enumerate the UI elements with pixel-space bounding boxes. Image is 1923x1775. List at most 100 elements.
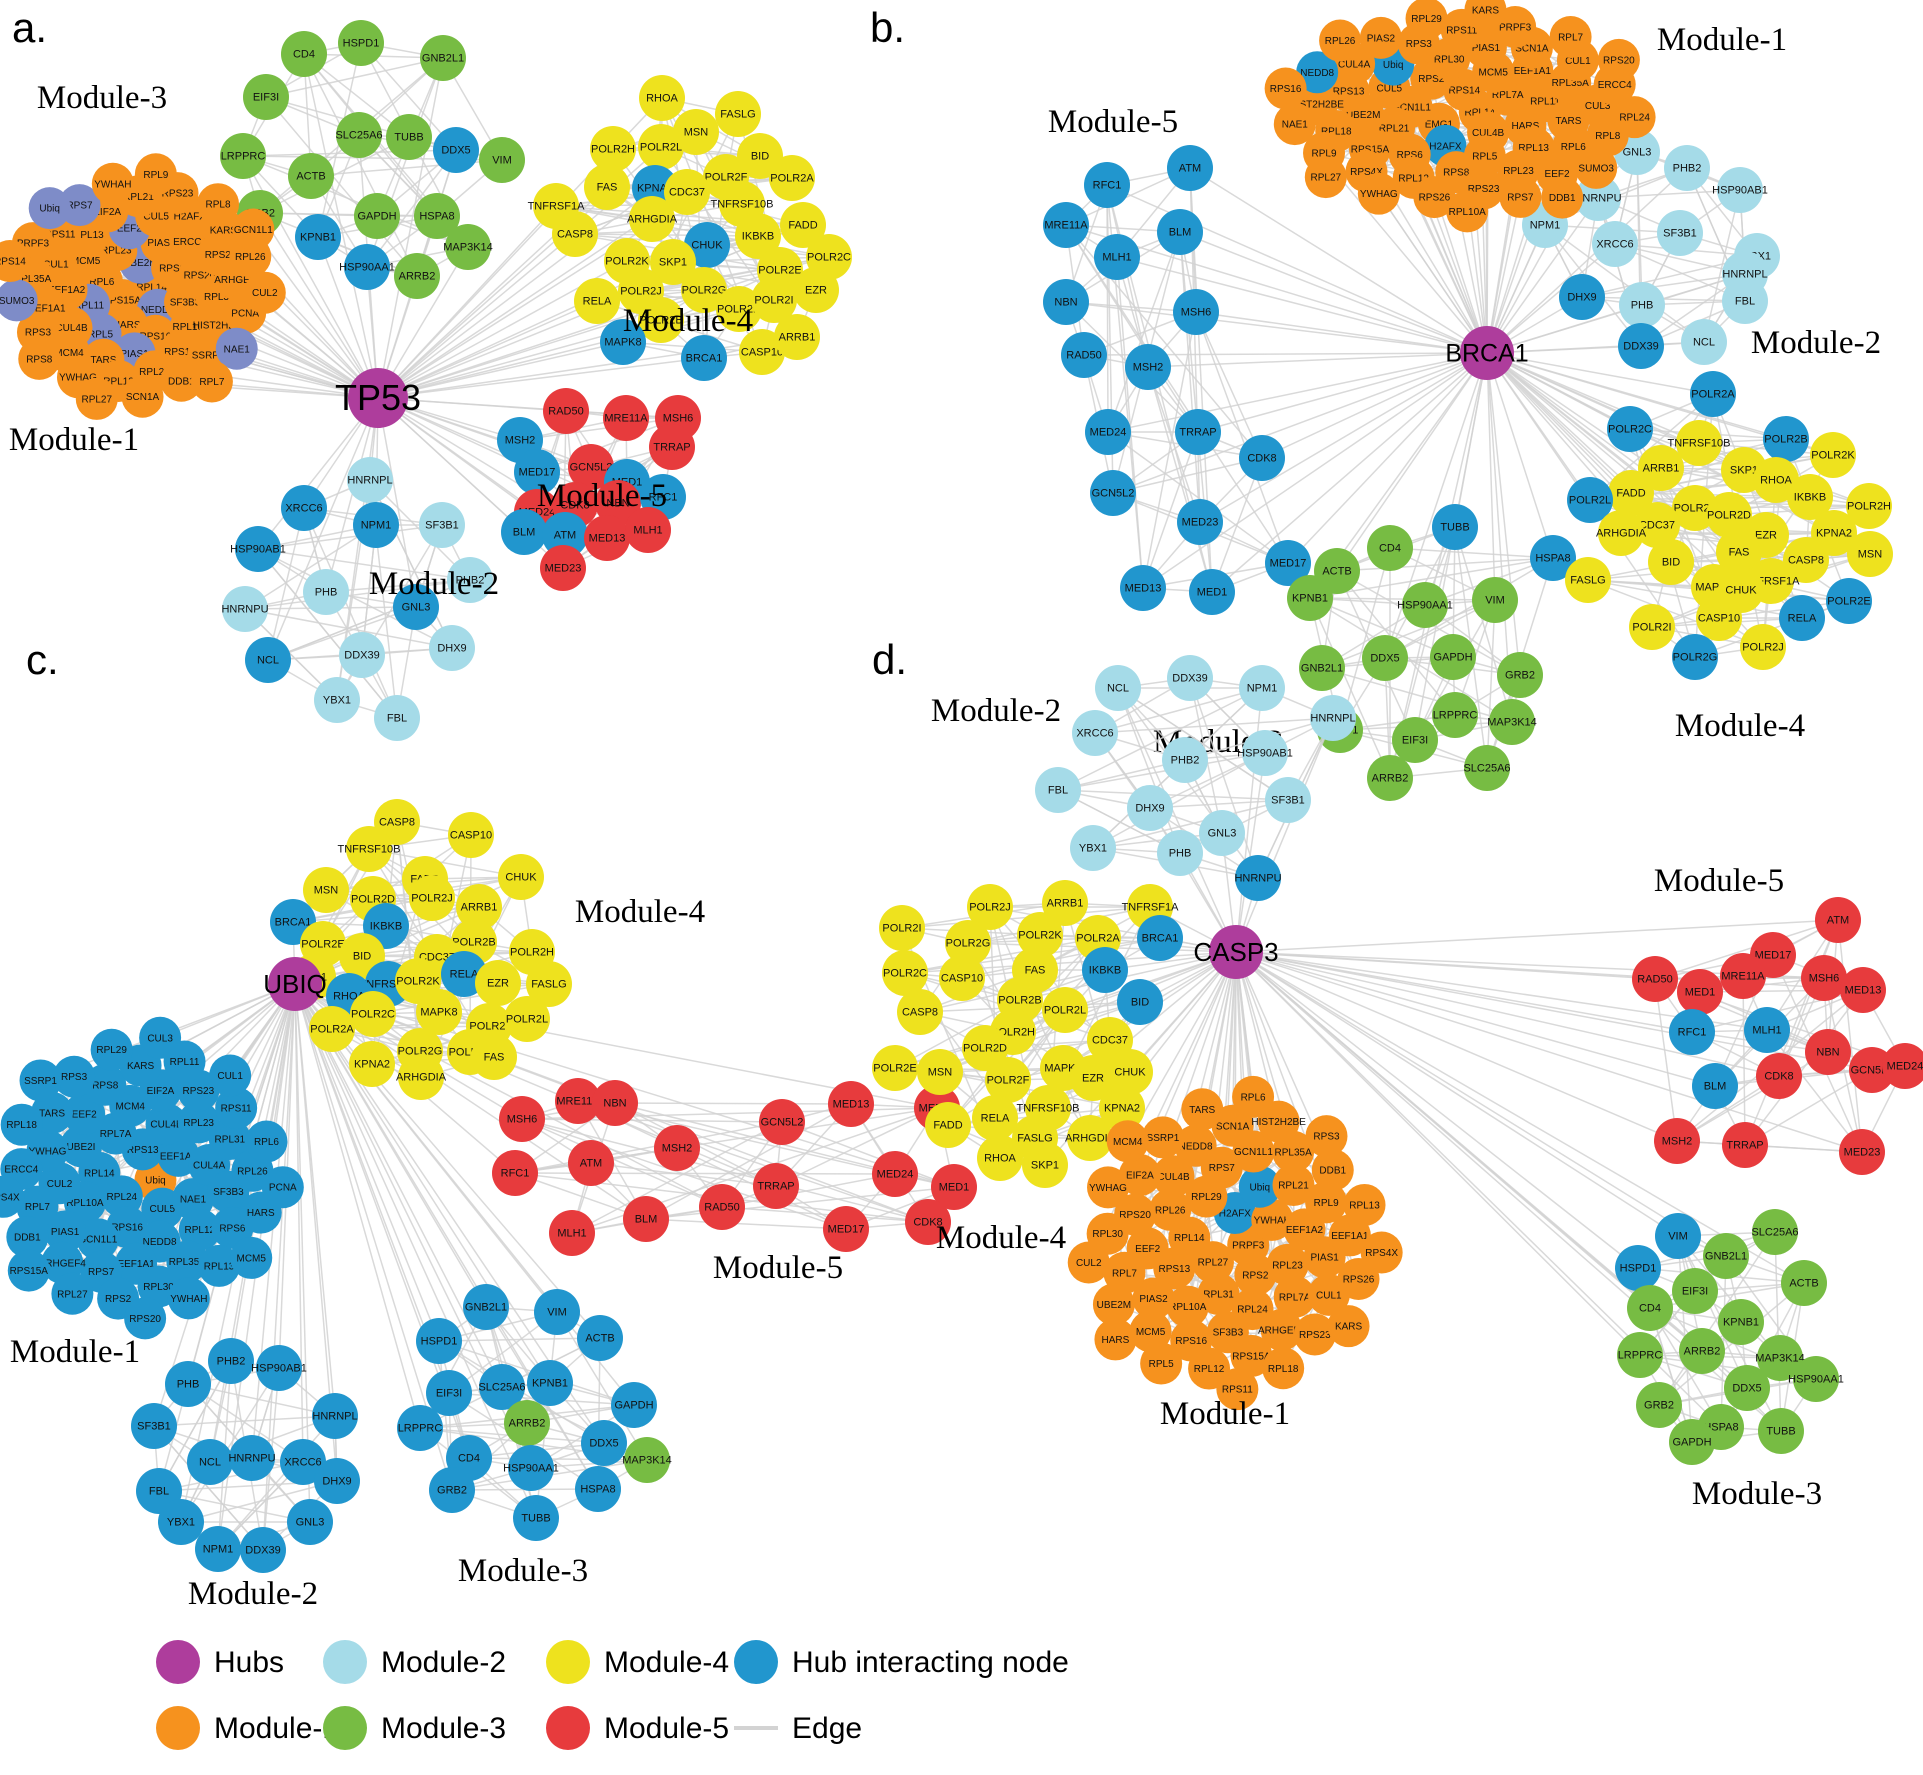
- edge: [257, 524, 443, 550]
- module-label: Module-5: [537, 478, 667, 514]
- edge: [1199, 352, 1488, 523]
- gene-node: [623, 1196, 669, 1242]
- gene-node: [281, 31, 327, 77]
- gene-node: [673, 109, 719, 155]
- gene-node: [638, 297, 684, 343]
- gene-node: [1272, 1164, 1315, 1207]
- edge: [614, 1102, 852, 1105]
- gene-node: [374, 695, 420, 741]
- edge: [1235, 919, 1839, 953]
- edge: [1107, 431, 1289, 564]
- gene-node: [1118, 1154, 1161, 1197]
- edge: [536, 417, 679, 473]
- gene-node: [1717, 167, 1763, 213]
- gene-node: [1654, 1118, 1700, 1164]
- gene-node: [872, 1151, 918, 1197]
- gene-node: [346, 826, 392, 872]
- edge: [1384, 352, 1488, 659]
- edge: [1195, 311, 1263, 459]
- gene-node: [1296, 51, 1339, 94]
- gene-node: [1166, 1285, 1209, 1328]
- legend-label: Module-5: [604, 1712, 729, 1745]
- gene-node: [1299, 645, 1345, 691]
- gene-node: [1592, 221, 1638, 267]
- gene-node: [178, 1208, 221, 1251]
- edge: [1127, 951, 1237, 1142]
- gene-node: [931, 1164, 977, 1210]
- gene-node: [445, 224, 491, 270]
- gene-node: [1061, 332, 1107, 378]
- gene-node: [1360, 1231, 1403, 1274]
- gene-node: [508, 1445, 554, 1491]
- gene-node: [1129, 1310, 1172, 1353]
- gene-node: [1239, 665, 1285, 711]
- gene-node: [1679, 1328, 1725, 1374]
- gene-node: [420, 35, 466, 81]
- gene-node: [649, 424, 695, 470]
- gene-node: [1042, 880, 1088, 926]
- gene-node: [1636, 1382, 1682, 1428]
- gene-node: [1273, 103, 1316, 146]
- edge: [1389, 352, 1488, 779]
- module-label: Module-3: [1692, 1476, 1822, 1512]
- gene-node: [240, 1527, 286, 1573]
- edge: [294, 983, 938, 1109]
- edge: [294, 983, 421, 1429]
- gene-node: [1402, 582, 1448, 628]
- module-label: Module-5: [1048, 104, 1178, 140]
- gene-node: [124, 1297, 167, 1340]
- gene-node: [1655, 1213, 1701, 1259]
- gene-node: [1043, 279, 1089, 325]
- gene-node: [28, 187, 71, 230]
- edge: [1597, 189, 1741, 199]
- gene-node: [879, 905, 925, 951]
- gene-node: [1632, 956, 1678, 1002]
- edge: [377, 205, 557, 399]
- legend-label: Hub interacting node: [792, 1646, 1069, 1679]
- gene-node: [1657, 210, 1703, 256]
- edge: [1235, 951, 1716, 1087]
- legend-label: Edge: [792, 1712, 862, 1745]
- edge: [556, 1311, 648, 1461]
- gene-node: [681, 335, 727, 381]
- edge: [1057, 752, 1266, 791]
- gene-node: [230, 1236, 273, 1279]
- gene-node: [91, 162, 134, 205]
- edge: [1235, 951, 1678, 1142]
- gene-node: [595, 480, 641, 526]
- gene-node: [1703, 1233, 1749, 1279]
- edge: [377, 187, 656, 399]
- gene-node: [823, 1206, 869, 1252]
- gene-node: [177, 1101, 220, 1144]
- gene-node: [18, 337, 61, 380]
- gene-node: [1787, 474, 1833, 520]
- gene-node: [1359, 16, 1402, 59]
- gene-node: [394, 253, 440, 299]
- gene-node: [650, 239, 696, 285]
- gene-node: [336, 112, 382, 158]
- gene-node: [504, 996, 550, 1042]
- gene-node: [1149, 1188, 1192, 1231]
- gene-node: [1744, 1007, 1790, 1053]
- gene-node: [629, 196, 675, 242]
- gene-node: [1132, 1277, 1175, 1320]
- gene-node: [1260, 1308, 1303, 1351]
- edge: [645, 1103, 852, 1220]
- gene-node: [414, 193, 460, 239]
- gene-node: [592, 1080, 638, 1126]
- edge: [775, 1107, 938, 1187]
- edge: [894, 999, 1021, 1069]
- gene-node: [166, 1240, 209, 1283]
- gene-node: [1265, 777, 1311, 823]
- edge: [377, 357, 705, 399]
- gene-node: [1070, 825, 1116, 871]
- gene-node: [7, 1249, 50, 1292]
- edge: [1287, 352, 1488, 564]
- gene-node: [905, 1199, 951, 1245]
- edge: [158, 1360, 232, 1492]
- edge: [267, 397, 379, 661]
- gene-node: [53, 1055, 96, 1098]
- gene-node: [542, 512, 588, 558]
- edge: [1587, 532, 1835, 581]
